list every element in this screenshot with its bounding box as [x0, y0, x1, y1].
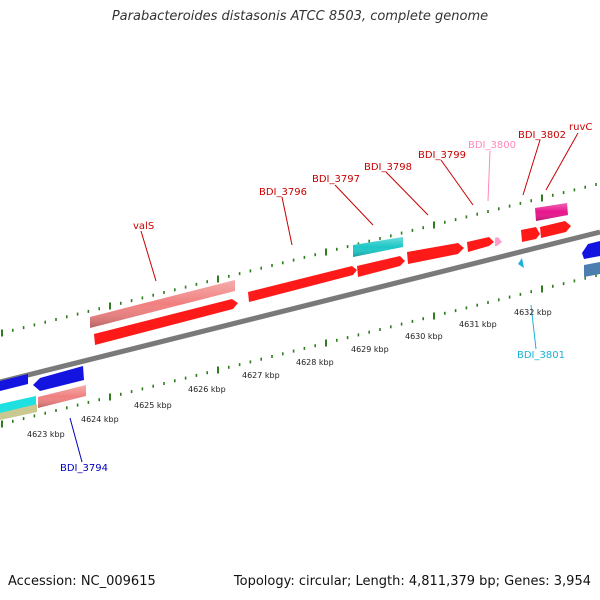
gene-BDI-3799[interactable] — [467, 237, 494, 252]
gene-label-BDI-3800: BDI_3800 — [468, 140, 516, 151]
kbp-label: 4625 kbp — [134, 401, 172, 410]
gene-BDI-3797-red[interactable] — [357, 256, 405, 277]
kbp-label: 4631 kbp — [459, 320, 497, 329]
kbp-label: 4628 kbp — [296, 358, 334, 367]
gene-label-BDI-3798: BDI_3798 — [364, 162, 412, 173]
gene-left-cyan[interactable] — [0, 396, 36, 413]
gene-label-BDI-3796: BDI_3796 — [259, 187, 307, 198]
gene-label-ruvC: ruvC — [569, 122, 592, 133]
map-title: Parabacteroides distasonis ATCC 8503, co… — [111, 9, 489, 24]
gene-label-valS: valS — [133, 221, 154, 232]
kbp-label-group: 4623 kbp 4624 kbp 4625 kbp 4626 kbp 4627… — [27, 308, 552, 439]
gene-left-blue-2[interactable] — [33, 366, 84, 391]
gene-BDI-3796[interactable] — [248, 266, 357, 302]
label-leaders — [69, 132, 579, 463]
gene-label-BDI-3799: BDI_3799 — [418, 150, 466, 161]
gene-label-group: valS BDI_3796 BDI_3797 BDI_3798 BDI_3799… — [60, 122, 592, 474]
kbp-label: 4632 kbp — [514, 308, 552, 317]
kbp-label: 4626 kbp — [188, 385, 226, 394]
gene-BDI-3800[interactable] — [495, 237, 502, 246]
gene-label-BDI-3797: BDI_3797 — [312, 174, 360, 185]
lower-tick-track — [1, 274, 597, 428]
gene-left-coral-shade — [38, 385, 86, 408]
gene-label-BDI-3794: BDI_3794 — [60, 463, 108, 474]
gene-BDI-3798[interactable] — [407, 243, 464, 264]
gene-BDI-3797-shade — [353, 237, 403, 257]
gene-magenta-shade — [535, 203, 568, 221]
gene-label-BDI-3801: BDI_3801 — [517, 350, 565, 361]
kbp-label: 4629 kbp — [351, 345, 389, 354]
gene-left-olive[interactable] — [0, 404, 37, 420]
gene-BDI-3801[interactable] — [518, 258, 524, 268]
gene-ruvC[interactable] — [540, 221, 571, 238]
kbp-label: 4627 kbp — [242, 371, 280, 380]
gene-valS[interactable] — [94, 299, 238, 345]
upper-tick-track — [1, 183, 597, 337]
kbp-label: 4623 kbp — [27, 430, 65, 439]
genome-backbone — [0, 229, 600, 385]
genome-summary: Topology: circular; Length: 4,811,379 bp… — [233, 574, 591, 589]
kbp-label: 4624 kbp — [81, 415, 119, 424]
gene-BDI-3802[interactable] — [521, 227, 540, 242]
gene-left-blue-1[interactable] — [0, 374, 28, 391]
accession-label: Accession: NC_009615 — [8, 574, 156, 589]
kbp-label: 4630 kbp — [405, 332, 443, 341]
gene-valS-light-shade — [90, 280, 235, 328]
gene-right-steel[interactable] — [584, 262, 600, 277]
gene-right-blue[interactable] — [582, 241, 600, 259]
gene-label-BDI-3802: BDI_3802 — [518, 130, 566, 141]
